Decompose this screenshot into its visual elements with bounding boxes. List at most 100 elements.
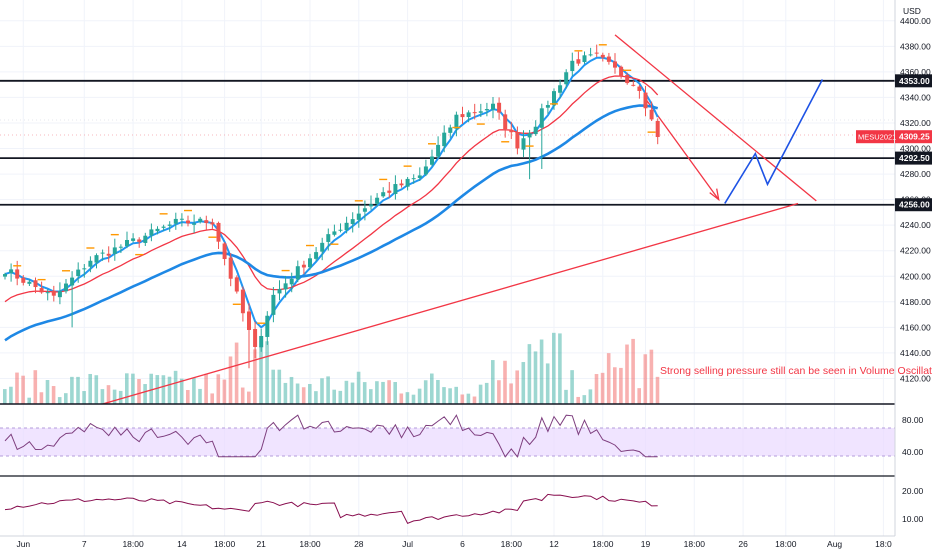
volume-bar <box>21 375 25 404</box>
candle-body <box>362 208 367 212</box>
volume-bar <box>350 382 355 404</box>
time-tick-label: 18:00 <box>592 539 614 549</box>
volume-bar <box>289 376 294 404</box>
candle-body <box>649 109 654 120</box>
time-tick-label: 18:0 <box>875 539 892 549</box>
candle-body <box>131 238 136 241</box>
price-tag <box>895 74 932 88</box>
volume-bar <box>619 367 623 404</box>
candle-body <box>94 255 99 263</box>
candle-body <box>125 239 129 247</box>
candle-body <box>503 114 508 130</box>
candle-body <box>558 85 563 93</box>
oscillator-tick-label: 20.00 <box>902 486 924 496</box>
candle-body <box>539 108 544 128</box>
candle-body <box>64 283 68 292</box>
volume-bar <box>118 390 123 404</box>
time-tick-label: 6 <box>460 539 465 549</box>
candle-body <box>88 260 93 267</box>
candle-body <box>301 264 306 268</box>
candle-body <box>247 311 251 330</box>
volume-bar <box>338 390 343 404</box>
price-tick-label: 4340.00 <box>900 92 931 102</box>
volume-bar <box>454 386 458 404</box>
volume-bar <box>155 375 160 404</box>
volume-bar <box>15 372 19 404</box>
volume-bar <box>491 360 495 404</box>
candle-body <box>149 229 154 236</box>
candle-body <box>198 218 203 222</box>
volume-bar <box>167 376 172 404</box>
time-tick-label: Jul <box>402 539 413 549</box>
volume-bar <box>57 397 62 404</box>
volume-bar <box>527 344 532 404</box>
candle-body <box>375 197 380 204</box>
candle-body <box>45 292 50 294</box>
price-tick-label: 4200.00 <box>900 271 931 281</box>
trend-lines <box>102 34 817 405</box>
volume-bar <box>442 387 446 404</box>
volume-bar <box>143 384 147 404</box>
volume-bar <box>405 392 410 404</box>
price-tick-label: 4160.00 <box>900 322 931 332</box>
time-tick-label: 19 <box>641 539 651 549</box>
candle-body <box>454 114 459 129</box>
volume-bar <box>283 382 288 404</box>
price-tick-label: 4120.00 <box>900 373 931 383</box>
candle-body <box>594 52 599 54</box>
candle-body <box>576 59 581 64</box>
candle-body <box>289 279 294 285</box>
candle-body <box>484 109 489 111</box>
volume-bar <box>82 391 86 404</box>
candle-body <box>39 288 44 293</box>
volume-bar <box>478 384 483 404</box>
moving-average-line <box>4 75 659 303</box>
moving-average-line <box>4 104 659 342</box>
time-tick-label: 18:00 <box>122 539 144 549</box>
volume-bar <box>362 382 367 404</box>
price-tag <box>895 198 932 212</box>
volume-bar <box>558 333 562 404</box>
time-tick-label: 7 <box>82 539 87 549</box>
candle-body <box>606 56 611 62</box>
volume-bar <box>51 386 56 404</box>
volume-bar <box>265 341 269 404</box>
volume-bar <box>448 388 452 404</box>
volume-bar <box>27 397 31 404</box>
time-tick-label: Aug <box>827 539 842 549</box>
candle-body <box>344 222 349 231</box>
volume-bar <box>369 389 373 404</box>
volume-bars <box>3 332 660 404</box>
volume-bar <box>545 363 550 404</box>
candle-body <box>253 328 258 347</box>
volume-bar <box>161 375 166 404</box>
projection-line <box>724 79 824 204</box>
price-tick-label: 4240.00 <box>900 220 931 230</box>
candle-body <box>460 114 465 118</box>
volume-bar <box>344 380 349 404</box>
candle-body <box>430 156 434 165</box>
symbol-tag-label: MESU2021 <box>858 133 896 142</box>
candle-body <box>552 91 556 106</box>
volume-bar <box>466 393 471 404</box>
candle-body <box>314 252 319 259</box>
price-tag <box>895 130 932 144</box>
volume-bar <box>503 360 507 404</box>
volume-bar <box>564 389 568 404</box>
candle-body <box>192 223 197 225</box>
symbol-tag <box>856 130 894 144</box>
volume-bar <box>94 375 99 404</box>
volume-bar <box>216 374 221 404</box>
candle-body <box>631 84 636 86</box>
candle-body <box>515 132 520 149</box>
candle-body <box>204 220 209 224</box>
candle-body <box>100 252 105 254</box>
candle-body <box>295 266 300 280</box>
candle-body <box>106 253 111 256</box>
currency-label: USD <box>903 6 921 16</box>
volume-bar <box>320 378 324 404</box>
price-tag <box>895 151 932 165</box>
price-tick-label: 4140.00 <box>900 348 931 358</box>
